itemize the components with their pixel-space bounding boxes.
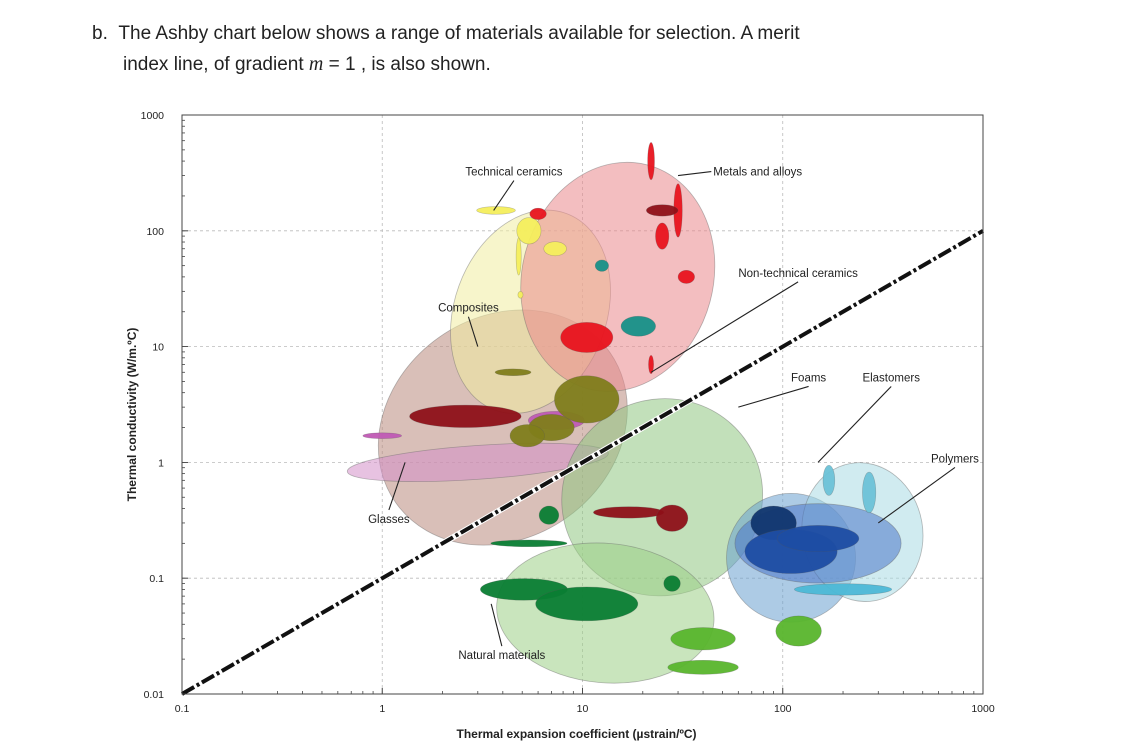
annotation-technical-ceramics: Technical ceramics	[465, 167, 562, 179]
question-line1: The Ashby chart below shows a range of m…	[118, 23, 800, 44]
merit-line	[180, 229, 985, 696]
material-blob	[775, 615, 822, 647]
material-blob	[529, 207, 547, 220]
y-tick-label: 0.1	[149, 573, 164, 585]
annotation-leader-line	[490, 603, 503, 647]
annotation-non-technical-ceramics: Non-technical ceramics	[738, 268, 858, 280]
material-blob	[516, 217, 542, 245]
material-blob	[543, 241, 567, 257]
annotation-foams: Foams	[791, 372, 826, 384]
material-blob	[663, 575, 681, 592]
x-tick-label: 1	[379, 703, 385, 715]
y-tick-label: 10	[152, 342, 164, 354]
y-tick-label: 0.01	[144, 689, 165, 701]
material-blob	[409, 404, 522, 428]
chart-axes: 0.1 1 10 100 1000 0.01 0.1 1 10 100 1000	[141, 110, 995, 715]
material-blob	[648, 355, 654, 375]
material-blob	[593, 506, 665, 519]
question-variable-m: m	[308, 53, 324, 75]
x-tick-label: 1000	[971, 703, 995, 715]
annotation-elastomers: Elastomers	[862, 372, 920, 384]
material-blob	[490, 539, 568, 548]
material-blob	[517, 291, 524, 299]
x-tick-label: 0.1	[175, 703, 190, 715]
material-blob	[515, 237, 522, 276]
material-blob	[362, 432, 402, 439]
annotation-leader-line	[817, 386, 892, 463]
annotation-metals-and-alloys: Metals and alloys	[713, 167, 802, 179]
material-blob	[677, 269, 695, 284]
material-blob	[794, 583, 892, 596]
material-blob	[670, 627, 736, 651]
question-label: b.	[92, 23, 108, 44]
annotation-natural-materials: Natural materials	[458, 650, 545, 662]
material-blob	[646, 204, 679, 217]
question-line2-after: = 1 , is also shown.	[323, 54, 491, 75]
annotation-leader-line	[877, 466, 956, 524]
material-blob	[494, 368, 532, 376]
material-blob	[647, 142, 655, 181]
annotation-leader-line	[388, 462, 406, 511]
material-blob	[538, 505, 560, 525]
material-blob	[554, 375, 620, 424]
annotation-polymers: Polymers	[931, 453, 979, 465]
question-line2: index line, of gradient m = 1 , is also …	[92, 49, 800, 80]
material-blob	[862, 471, 877, 514]
question-text: b. The Ashby chart below shows a range o…	[92, 18, 800, 80]
material-family-regions	[346, 161, 924, 684]
y-tick-label: 1	[158, 457, 164, 469]
x-tick-label: 100	[774, 703, 792, 715]
material-blob	[535, 586, 639, 622]
annotation-leader-line	[493, 180, 515, 211]
x-axis-label: Thermal expansion coefficient (µstrain/º…	[456, 727, 696, 741]
annotation-leader-line	[467, 316, 479, 347]
annotation-leader-line	[738, 385, 809, 408]
annotation-leader-line	[650, 281, 799, 373]
annotation-composites: Composites	[438, 303, 499, 315]
annotation-glasses: Glasses	[368, 514, 410, 526]
x-tick-label: 10	[577, 703, 589, 715]
annotation-leader-line	[677, 171, 712, 177]
y-tick-label: 1000	[141, 110, 165, 122]
material-blob	[560, 322, 614, 353]
material-blob	[822, 464, 836, 496]
merit-index-line	[180, 228, 985, 697]
material-blob	[594, 259, 609, 272]
material-blob	[776, 525, 860, 553]
material-blob	[655, 222, 670, 250]
question-line2-before: index line, of gradient	[123, 54, 309, 75]
material-blob	[509, 424, 545, 448]
material-blobs	[362, 142, 892, 675]
material-blob	[667, 659, 739, 675]
y-axis-label: Thermal conductivity (W/m.ºC)	[125, 328, 139, 502]
y-tick-label: 100	[146, 226, 164, 238]
material-blob	[655, 504, 689, 532]
material-blob	[620, 315, 656, 337]
chart-annotations: Technical ceramics Metals and alloys Non-t…	[368, 167, 979, 663]
